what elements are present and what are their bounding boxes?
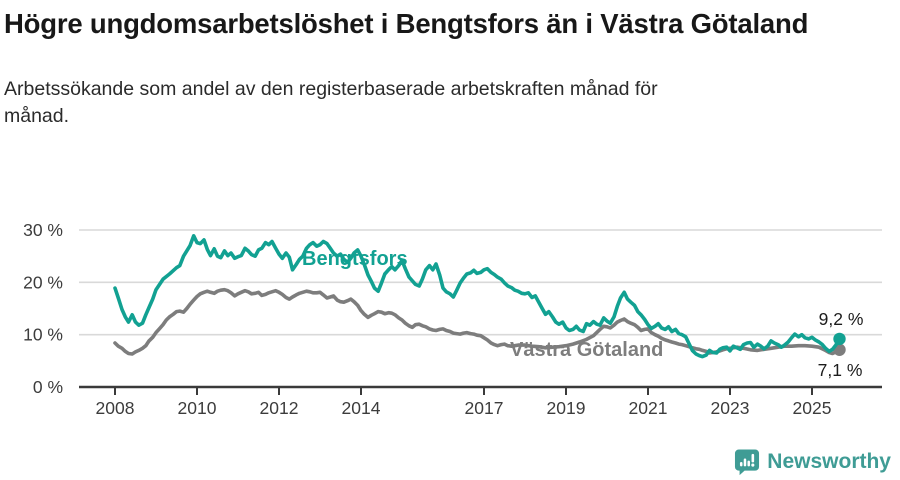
page-title: Högre ungdomsarbetslöshet i Bengtsfors ä… xyxy=(4,8,809,39)
axes-group: 0 % 10 % 20 % 30 % 2008 2010 2012 2014 2017 2019 2… xyxy=(23,220,882,418)
newsworthy-logo[interactable]: Newsworthy xyxy=(734,447,891,477)
y-axis-tick-label: 20 % xyxy=(23,272,63,292)
y-axis-tick-label: 0 % xyxy=(33,377,63,397)
x-axis-tick-label: 2019 xyxy=(547,398,586,418)
end-value-label-vastra-gotaland: 7,1 % xyxy=(818,360,863,380)
series-label-bengtsfors: Bengtsfors xyxy=(302,248,408,270)
x-axis-tick-label: 2008 xyxy=(96,398,135,418)
chart-subtitle: Arbetssökande som andel av den registerb… xyxy=(4,78,658,128)
x-axis-tick-label: 2023 xyxy=(711,398,750,418)
y-axis-tick-label: 30 % xyxy=(23,220,63,240)
x-axis-tick-label: 2021 xyxy=(629,398,668,418)
unemployment-line-chart: 0 % 10 % 20 % 30 % 2008 2010 2012 2014 2017 2019 2… xyxy=(23,220,882,418)
y-axis-tick-label: 10 % xyxy=(23,325,63,345)
newsworthy-brand-text: Newsworthy xyxy=(767,450,891,473)
x-axis-tick-label: 2010 xyxy=(178,398,217,418)
x-axis-tick-label: 2014 xyxy=(342,398,381,418)
x-axis-tick-label: 2017 xyxy=(465,398,504,418)
gridlines-group xyxy=(79,229,882,336)
x-axis-tick-label: 2025 xyxy=(793,398,832,418)
end-value-label-bengtsfors: 9,2 % xyxy=(819,309,864,329)
x-axis-tick-label: 2012 xyxy=(260,398,299,418)
newsworthy-chart-bubble-icon xyxy=(735,449,760,476)
vastra-gotaland-line xyxy=(113,287,842,356)
series-label-vastra-gotaland: Västra Götaland xyxy=(510,339,663,361)
bengtsfors-end-dot xyxy=(833,332,846,346)
bengtsfors-line xyxy=(113,234,842,359)
series-group xyxy=(113,234,846,359)
